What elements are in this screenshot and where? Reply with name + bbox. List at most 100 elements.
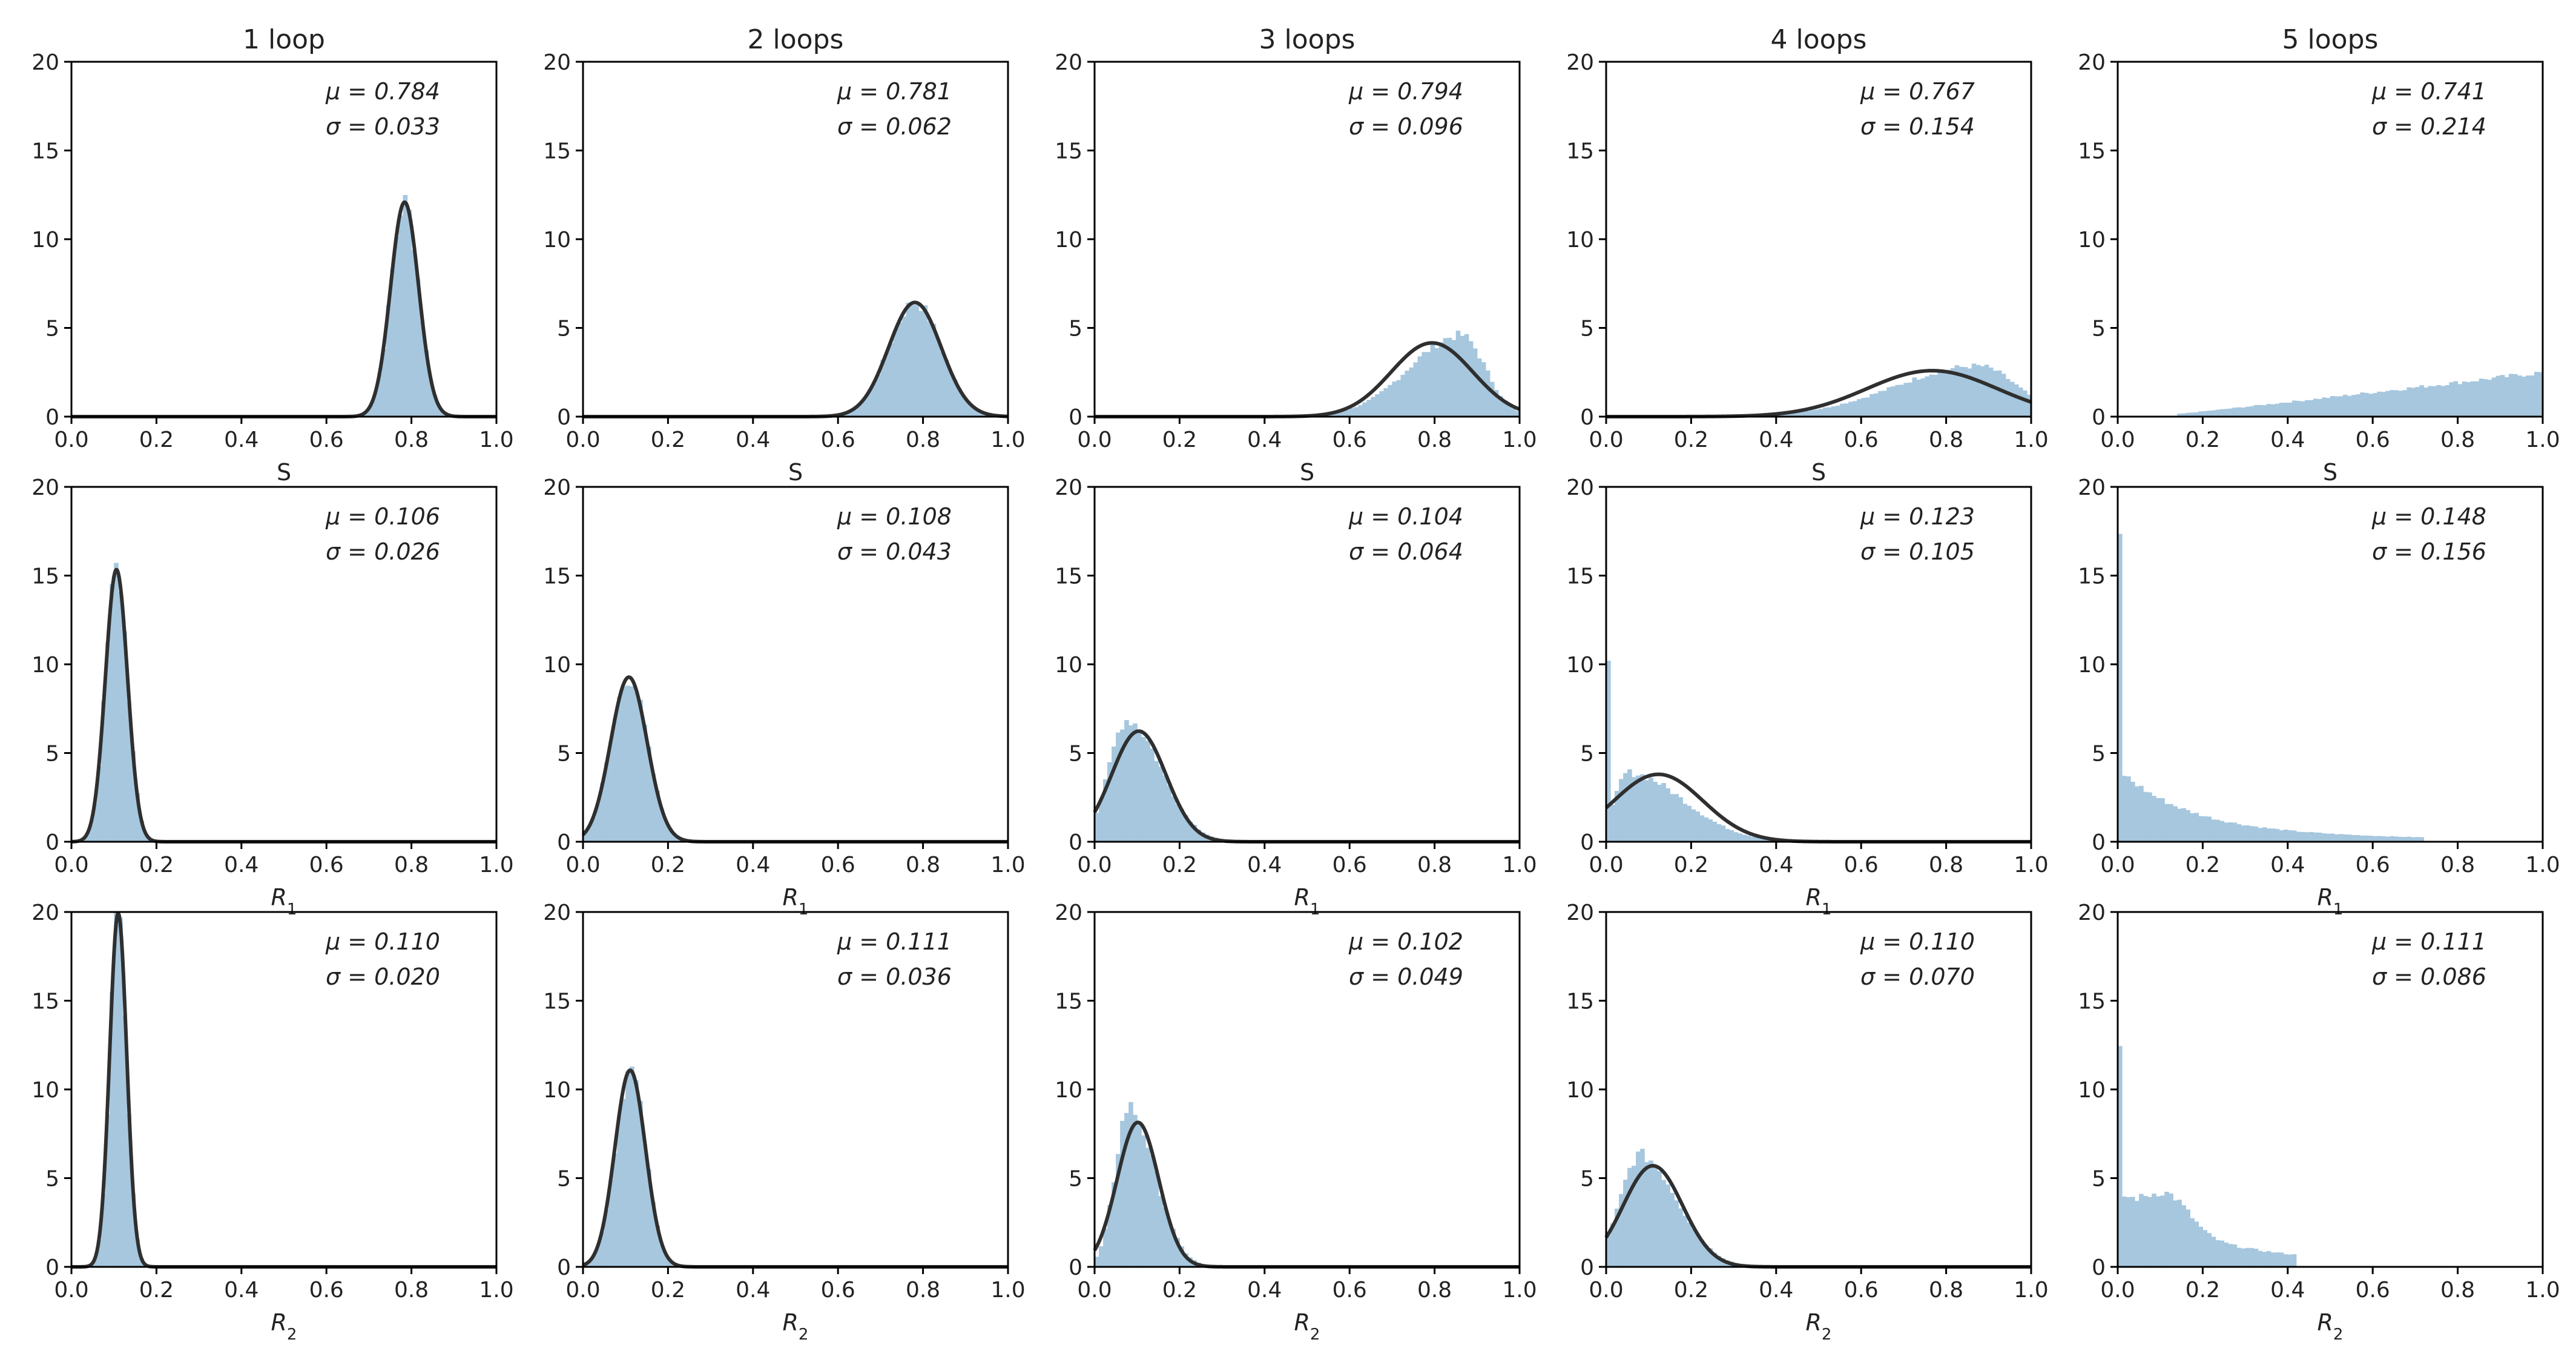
histogram-bar — [2390, 836, 2394, 842]
histogram-bar — [2219, 409, 2225, 417]
histogram-bar — [668, 828, 673, 842]
y-tick-label: 10 — [31, 228, 59, 253]
sigma-annotation: σ = 0.043 — [837, 538, 952, 565]
x-tick-label: 1.0 — [1502, 1278, 1537, 1303]
histogram-bar — [2228, 408, 2233, 417]
histogram-bar — [1112, 746, 1116, 842]
histogram-bar — [97, 1240, 102, 1267]
histogram-bar — [2207, 816, 2212, 842]
y-tick-label: 15 — [1566, 990, 1594, 1014]
histogram-bar — [2164, 804, 2169, 842]
histogram-bar — [118, 592, 123, 842]
histogram-bar — [1438, 342, 1444, 417]
histogram-bar — [2325, 833, 2331, 842]
y-tick-label: 15 — [543, 990, 571, 1014]
histogram-bar — [2164, 1192, 2169, 1267]
y-tick-label: 0 — [557, 1255, 571, 1280]
histogram-bar — [2118, 534, 2123, 842]
histogram-bar — [600, 1232, 605, 1267]
sigma-annotation: σ = 0.020 — [326, 963, 440, 990]
histogram-bar — [664, 821, 668, 842]
histogram-bar — [1725, 828, 1730, 842]
histogram-bar — [2343, 834, 2348, 842]
x-axis-label: S — [1300, 459, 1314, 486]
histogram-bar — [2266, 828, 2271, 842]
histogram-bar — [1388, 385, 1392, 417]
histogram-bar — [2266, 1251, 2271, 1267]
sigma-annotation: σ = 0.105 — [1860, 538, 1975, 565]
histogram-bar — [2279, 830, 2284, 842]
histogram-bar — [1916, 379, 1922, 417]
histogram-bar — [1396, 380, 1402, 417]
histogram-bar — [1649, 1160, 1653, 1267]
sigma-annotation: σ = 0.070 — [1860, 963, 1975, 990]
histogram-bar — [1610, 1223, 1615, 1267]
y-tick-label: 5 — [557, 742, 571, 767]
sigma-annotation: σ = 0.154 — [1860, 113, 1975, 140]
histogram-bar — [957, 388, 962, 417]
histogram-bar — [2152, 796, 2156, 842]
histogram-bar — [2139, 785, 2144, 842]
histogram-bar — [2262, 1252, 2267, 1267]
histogram-bar — [2005, 378, 2011, 417]
x-tick-label: 0.6 — [821, 428, 855, 452]
y-tick-label: 0 — [2092, 405, 2106, 430]
histogram-bar — [2130, 782, 2135, 842]
histogram-bar — [2236, 1247, 2242, 1267]
histogram-bar — [910, 305, 915, 417]
x-tick-label: 0.4 — [2270, 853, 2305, 877]
y-tick-label: 20 — [31, 900, 59, 925]
histogram-bar — [940, 351, 945, 417]
histogram-bar — [2283, 1254, 2288, 1267]
x-tick-label: 0.8 — [906, 853, 940, 877]
histogram-bar — [2495, 375, 2501, 417]
histogram-bar — [2194, 813, 2199, 842]
histogram-bar — [1175, 804, 1180, 842]
histogram-bar — [2130, 1197, 2135, 1267]
histogram-bar — [2419, 385, 2425, 417]
panel-r2-c1: 0.0 0.2 0.4 0.6 0.8 1.0 0 5 10 15 20 R2 μ = 0.111 σ =… — [543, 900, 1025, 1344]
histogram-bar — [114, 912, 119, 1267]
histogram-bar — [2258, 1251, 2263, 1267]
y-tick-label: 20 — [1566, 900, 1594, 925]
x-tick-label: 0.8 — [1929, 428, 1963, 452]
histogram-bar — [1912, 377, 1917, 417]
y-tick-label: 5 — [1069, 1167, 1082, 1192]
histogram-bar — [651, 1201, 656, 1267]
histogram-bar — [1619, 779, 1624, 842]
mean-annotation: μ = 0.104 — [1348, 503, 1463, 530]
histogram-bar — [2215, 819, 2221, 842]
histogram-bar — [2504, 377, 2509, 417]
histogram-bar — [1729, 830, 1734, 842]
histogram-bar — [2440, 386, 2446, 417]
histogram-bar — [1615, 791, 1619, 842]
histogram-bar — [596, 803, 601, 842]
y-tick-label: 15 — [31, 139, 59, 164]
panel-title: 2 loops — [748, 24, 844, 55]
x-tick-label: 0.0 — [1589, 853, 1623, 877]
histogram-bar — [2270, 1252, 2276, 1267]
y-tick-label: 0 — [1069, 405, 1082, 430]
y-tick-label: 15 — [31, 990, 59, 1014]
histogram-bar — [2194, 1221, 2199, 1267]
histogram-bar — [403, 195, 408, 417]
histogram-bar — [1708, 819, 1713, 842]
histogram-bar — [97, 766, 102, 842]
histogram-bar — [2339, 834, 2344, 842]
histogram-bar — [2385, 391, 2390, 417]
histogram-bar — [1145, 1148, 1150, 1267]
y-tick-label: 15 — [31, 564, 59, 589]
x-tick-label: 0.8 — [1929, 1278, 1963, 1303]
histogram-bar — [1107, 1205, 1112, 1267]
panel-r0-c1: 0.0 0.2 0.4 0.6 0.8 1.0 0 5 10 15 20 2 loops Sμ = 0.… — [543, 24, 1025, 486]
x-axis-label: R1 — [2317, 884, 2344, 919]
histogram-bar — [642, 724, 647, 842]
histogram-bar — [2202, 1230, 2208, 1267]
histogram-bar — [135, 793, 140, 842]
histogram-bar — [2258, 828, 2263, 842]
histogram-bar — [587, 1261, 592, 1267]
histogram-bar — [2236, 407, 2242, 417]
histogram-bar — [127, 1114, 131, 1267]
histogram-bar — [1644, 1162, 1649, 1267]
histogram-bar — [1823, 407, 1828, 417]
